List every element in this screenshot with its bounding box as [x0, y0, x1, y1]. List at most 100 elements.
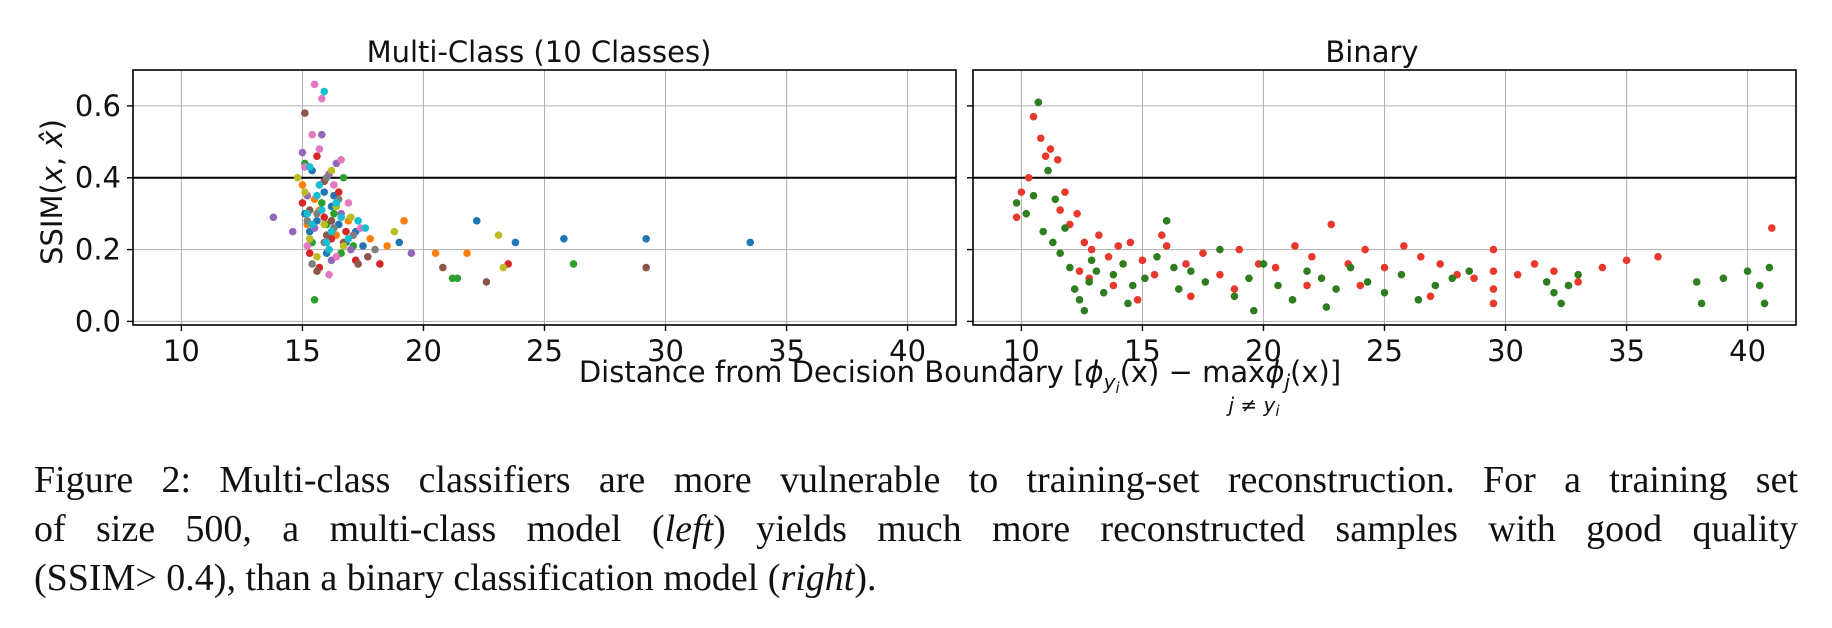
x-tick-label: 40: [1729, 334, 1766, 368]
data-point: [1436, 260, 1444, 268]
data-point: [1530, 260, 1539, 268]
data-point: [1489, 245, 1498, 254]
data-point: [1557, 299, 1566, 308]
data-point: [1041, 152, 1050, 160]
data-point: [1380, 288, 1389, 297]
data-point: [303, 242, 312, 250]
data-point: [361, 224, 370, 232]
data-point: [511, 238, 520, 247]
data-point: [1138, 256, 1147, 265]
data-point: [1092, 267, 1101, 275]
data-point: [344, 199, 353, 207]
data-point: [376, 260, 384, 268]
data-point: [1070, 285, 1079, 293]
data-point: [1061, 188, 1069, 196]
data-point: [1654, 252, 1662, 261]
data-point: [325, 270, 333, 279]
data-point: [325, 245, 333, 254]
data-point: [322, 173, 331, 182]
ticks-multi-class: 10 15 20 25 30 35 40 0.0 0.2 0.4 0.6: [75, 89, 926, 368]
data-point: [1109, 270, 1118, 279]
data-point: [305, 163, 314, 171]
x-tick-label: 35: [768, 334, 805, 368]
y-axis-label: SSIM(x, x̂): [35, 119, 69, 265]
caption-line-2-suffix: ) yields much more reconstructed samples…: [713, 508, 1798, 550]
data-point: [347, 213, 355, 222]
data-point: [1274, 281, 1282, 290]
data-point: [1431, 281, 1440, 290]
data-point: [1755, 281, 1764, 290]
x-axis-label-subscript: j ≠ yi: [1225, 393, 1280, 420]
data-point: [1187, 267, 1195, 275]
data-point: [330, 209, 338, 218]
data-point: [327, 227, 336, 236]
data-point: [472, 217, 481, 225]
data-point: [313, 152, 321, 160]
data-point: [1187, 292, 1195, 301]
data-point: [1095, 231, 1103, 240]
data-point: [1230, 285, 1239, 293]
data-point: [301, 109, 309, 117]
data-point: [310, 296, 319, 304]
data-point: [1550, 288, 1558, 297]
data-point: [1356, 281, 1365, 290]
data-point: [1308, 252, 1316, 261]
panel-binary: Binary 10 15 20 25 30 35 40: [967, 35, 1797, 368]
x-tick-label: 30: [647, 334, 684, 368]
data-point: [1162, 242, 1171, 250]
data-point: [1760, 299, 1769, 308]
data-point: [1075, 267, 1084, 275]
data-point: [482, 278, 491, 286]
data-point: [453, 274, 462, 283]
data-point: [1022, 209, 1031, 218]
data-point: [1380, 263, 1389, 272]
data-point: [1049, 238, 1057, 247]
data-point: [298, 181, 307, 189]
data-point: [1765, 263, 1774, 272]
grid-multi-class: [133, 70, 956, 325]
data-point: [1697, 299, 1706, 308]
data-point: [339, 173, 348, 182]
data-point: [1397, 270, 1406, 279]
data-point: [318, 130, 326, 139]
figure-caption: Figure 2: Multi-class classifiers are mo…: [34, 456, 1798, 603]
data-point: [407, 249, 416, 257]
data-point: [1489, 267, 1498, 275]
data-point: [342, 227, 350, 236]
caption-line-2: of size 500, a multi-class model (left) …: [34, 505, 1798, 554]
ticks-binary: 10 15 20 25 30 35 40: [967, 105, 1766, 368]
points-binary: [1012, 98, 1776, 315]
data-point: [560, 235, 568, 243]
data-point: [320, 87, 329, 96]
data-point: [344, 235, 353, 243]
data-point: [359, 242, 367, 250]
data-point: [1087, 245, 1096, 254]
data-point: [1303, 281, 1311, 290]
data-point: [1201, 278, 1210, 286]
data-point: [332, 199, 341, 207]
data-point: [1470, 274, 1478, 283]
panel-title-binary: Binary: [1325, 35, 1418, 69]
data-point: [1235, 245, 1244, 254]
data-point: [1574, 278, 1582, 286]
data-point: [1150, 270, 1159, 279]
data-point: [1363, 278, 1372, 286]
y-tick-label: 0.6: [75, 89, 121, 123]
data-point: [1114, 242, 1123, 250]
data-point: [1024, 173, 1033, 182]
data-point: [1400, 242, 1408, 250]
data-point: [1012, 213, 1021, 222]
data-point: [337, 213, 345, 222]
data-point: [1249, 306, 1258, 315]
data-point: [499, 263, 508, 272]
data-point: [318, 206, 326, 214]
data-point: [642, 263, 650, 272]
data-point: [1465, 267, 1474, 275]
y-tick-label: 0.4: [75, 161, 121, 195]
data-point: [327, 166, 336, 175]
data-point: [1153, 252, 1161, 261]
x-tick-label: 15: [1124, 334, 1161, 368]
caption-line-3-suffix: ).: [854, 557, 877, 599]
data-point: [1291, 242, 1299, 250]
